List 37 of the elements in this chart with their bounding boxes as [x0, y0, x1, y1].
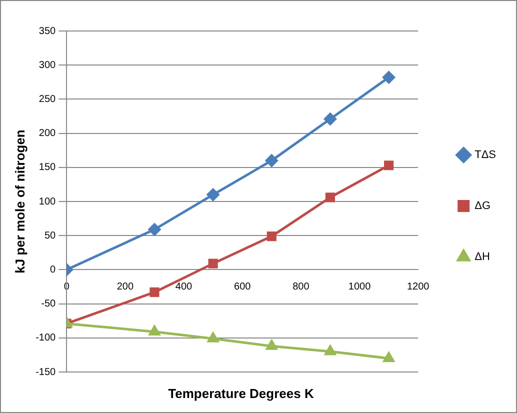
- point: [383, 352, 394, 362]
- y-tick-label: 250: [38, 94, 56, 105]
- x-tick-label: 400: [175, 281, 193, 292]
- point: [325, 192, 336, 202]
- legend-label: ΔH: [474, 251, 490, 264]
- x-tick-label: 1000: [348, 281, 372, 292]
- point: [150, 287, 160, 297]
- point: [148, 326, 160, 336]
- legend-label: TΔS: [474, 149, 496, 162]
- point: [265, 154, 278, 167]
- point: [206, 188, 220, 201]
- y-tick-label: 150: [38, 162, 56, 174]
- x-tick-label: 200: [116, 281, 134, 292]
- y-tick-label: 200: [38, 128, 56, 140]
- y-tick-label: 0: [50, 264, 56, 276]
- y-tick-label: 100: [38, 196, 56, 208]
- point: [266, 340, 278, 350]
- y-tick-label: 300: [38, 60, 56, 71]
- point: [324, 112, 336, 126]
- point: [148, 223, 161, 236]
- x-tick-label: 600: [234, 281, 252, 292]
- x-tick-label: 800: [292, 281, 310, 292]
- point: [384, 160, 394, 170]
- point: [266, 231, 276, 242]
- y-tick-label: 350: [38, 26, 56, 37]
- point: [207, 332, 219, 342]
- y-axis-title: kJ per mole of nitrogen: [12, 130, 28, 274]
- y-tick-label: -150: [36, 366, 56, 378]
- y-tick-label: -100: [36, 332, 56, 344]
- point: [382, 71, 396, 84]
- x-axis-title: Temperature Degrees K: [167, 386, 315, 401]
- x-tick-label: 1200: [406, 281, 430, 292]
- legend-label: ΔG: [474, 200, 490, 212]
- point: [208, 258, 218, 268]
- point: [324, 345, 336, 356]
- y-tick-label: -50: [41, 298, 56, 310]
- y-tick-label: 50: [44, 230, 56, 242]
